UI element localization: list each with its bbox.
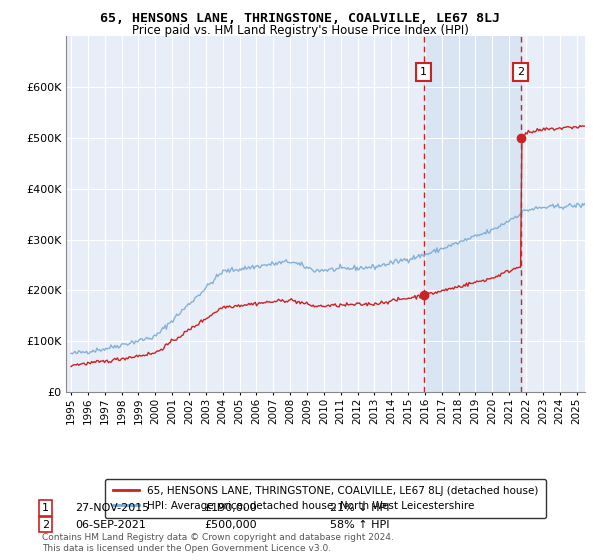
Text: 1: 1 [420, 67, 427, 77]
Legend: 65, HENSONS LANE, THRINGSTONE, COALVILLE, LE67 8LJ (detached house), HPI: Averag: 65, HENSONS LANE, THRINGSTONE, COALVILLE… [106, 479, 545, 519]
Text: 2: 2 [517, 67, 524, 77]
Text: 1: 1 [42, 503, 49, 513]
Text: 58% ↑ HPI: 58% ↑ HPI [330, 520, 389, 530]
Text: 21% ↓ HPI: 21% ↓ HPI [330, 503, 389, 513]
Text: 65, HENSONS LANE, THRINGSTONE, COALVILLE, LE67 8LJ: 65, HENSONS LANE, THRINGSTONE, COALVILLE… [100, 12, 500, 25]
Text: 27-NOV-2015: 27-NOV-2015 [75, 503, 149, 513]
Text: 2: 2 [42, 520, 49, 530]
Text: Contains HM Land Registry data © Crown copyright and database right 2024.
This d: Contains HM Land Registry data © Crown c… [42, 533, 394, 553]
Text: £500,000: £500,000 [204, 520, 257, 530]
Text: Price paid vs. HM Land Registry's House Price Index (HPI): Price paid vs. HM Land Registry's House … [131, 24, 469, 37]
Text: 06-SEP-2021: 06-SEP-2021 [75, 520, 146, 530]
Text: £190,000: £190,000 [204, 503, 257, 513]
